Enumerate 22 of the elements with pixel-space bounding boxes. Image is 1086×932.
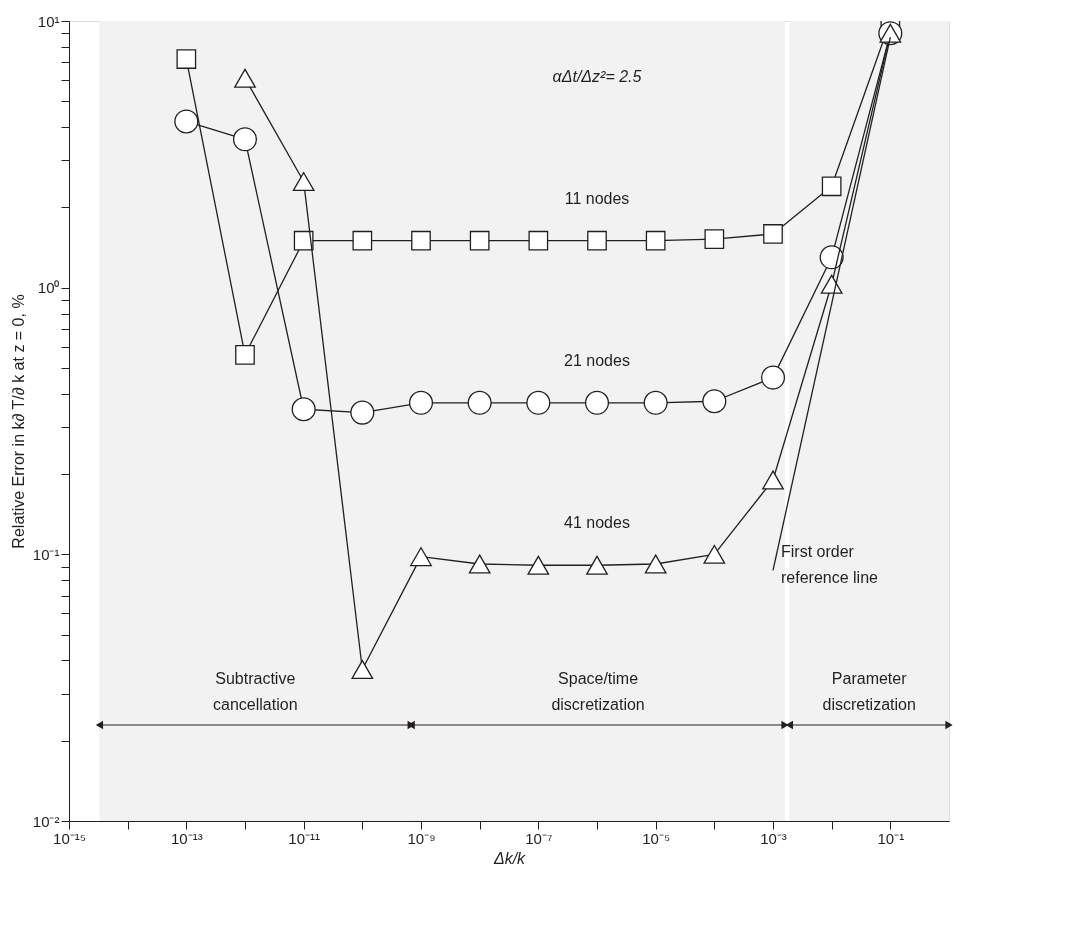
- x-tick-label: 10⁻¹¹: [288, 829, 321, 847]
- annotation: αΔt/Δz²= 2.5: [552, 68, 642, 85]
- text: 41 nodes: [564, 514, 630, 532]
- series-label: 11 nodes: [564, 189, 630, 207]
- x-tick-label: 10⁻⁷: [525, 829, 553, 847]
- x-tick-label: 10⁻³: [760, 829, 787, 847]
- x-tick-label: 10⁻¹³: [170, 829, 203, 847]
- x-tick-label: 10⁻¹: [877, 829, 905, 847]
- x-axis-title: Δk/k: [492, 849, 527, 867]
- band-label: Space/time discretization: [551, 670, 645, 713]
- series-label: First order reference line: [781, 543, 879, 587]
- y-tick-label: 10⁻²: [32, 812, 60, 830]
- series-label: 21 nodes: [564, 351, 630, 369]
- y-axis-title: Relative Error in k∂ T/∂ k at z = 0, %: [9, 294, 27, 549]
- x-tick-label: 10⁻⁹: [407, 829, 436, 847]
- y-tick-label: 10⁰: [37, 279, 60, 297]
- y-tick-label: 10⁻¹: [32, 545, 60, 563]
- y-tick-label: 10¹: [37, 12, 60, 30]
- band-label: Parameter discretization: [822, 670, 916, 713]
- x-tick-label: 10⁻¹⁵: [53, 829, 86, 847]
- band-label: Subtractive cancellation: [213, 670, 298, 713]
- x-tick-label: 10⁻⁵: [642, 829, 671, 847]
